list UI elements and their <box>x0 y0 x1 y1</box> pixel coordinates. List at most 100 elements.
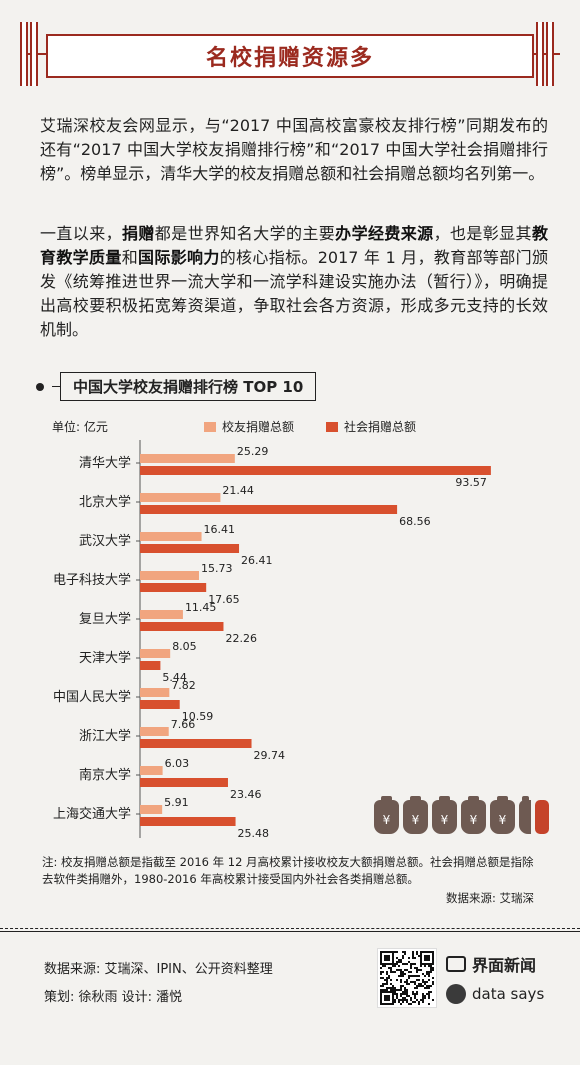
legend-swatch-social <box>326 421 338 432</box>
bar-alumni <box>140 688 170 697</box>
data-label: 26.41 <box>241 554 273 567</box>
data-label: 29.74 <box>254 749 286 762</box>
data-label: 17.65 <box>208 593 240 606</box>
bar-alumni <box>140 532 202 541</box>
header-bars <box>20 22 560 86</box>
money-bag-icon: ¥ <box>461 796 486 834</box>
category-label: 南京大学 <box>79 767 131 783</box>
money-bag-icon: ¥ <box>374 796 399 834</box>
chart-title: 中国大学校友捐赠排行榜 TOP 10 <box>60 372 317 401</box>
bar-alumni <box>140 493 221 502</box>
data-label: 5.91 <box>164 796 189 809</box>
bar-alumni <box>140 649 171 658</box>
bar-alumni <box>140 571 199 580</box>
header-banner: 名校捐赠资源多 <box>20 22 560 86</box>
intro-emphasis: 捐赠 <box>122 224 155 243</box>
bar-social <box>140 505 398 514</box>
bar-alumni <box>140 610 183 619</box>
legend-label-social: 社会捐赠总额 <box>344 420 417 434</box>
bar-social <box>140 622 224 631</box>
unit-label: 单位: 亿元 <box>52 420 108 434</box>
header-bar <box>30 22 38 86</box>
data-label: 10.59 <box>182 710 214 723</box>
data-label: 68.56 <box>399 515 431 528</box>
intro-emphasis: 办学经费来源 <box>335 224 434 243</box>
money-bags-decoration: ¥ ¥ ¥ ¥ ¥ <box>374 796 549 834</box>
intro-text: 的核心指标。2017 年 1 月，教育部等部门颁发《统筹推进世界一流大学和一流学… <box>40 248 548 339</box>
data-label: 5.44 <box>162 671 187 684</box>
data-label: 8.05 <box>172 640 197 653</box>
data-label: 7.82 <box>171 679 196 692</box>
data-label: 16.41 <box>204 523 236 536</box>
intro-emphasis: 国际影响力 <box>138 248 220 267</box>
intro-paragraph-1: 艾瑞深校友会网显示，与“2017 中国高校富豪校友排行榜”同期发布的还有“201… <box>40 116 548 183</box>
intro-text: ，也是彰显其 <box>433 224 532 243</box>
category-label: 上海交通大学 <box>53 806 131 822</box>
qr-code-icon <box>377 948 437 1008</box>
data-label: 6.03 <box>165 757 190 770</box>
category-label: 北京大学 <box>79 494 131 510</box>
intro-text: 都是世界知名大学的主要 <box>154 224 336 243</box>
bar-social <box>140 544 240 553</box>
chart-header: 中国大学校友捐赠排行榜 TOP 10 <box>36 372 317 401</box>
chart-source: 数据来源: 艾瑞深 <box>445 891 534 905</box>
category-label: 天津大学 <box>79 650 131 666</box>
header-bar <box>536 22 544 86</box>
data-label: 25.29 <box>237 445 269 458</box>
header-bar <box>546 22 554 86</box>
header-bar <box>20 22 28 86</box>
money-bag-icon: ¥ <box>490 796 515 834</box>
money-bag-partial-icon <box>519 796 531 834</box>
bar-social <box>140 466 491 475</box>
bar-alumni <box>140 727 169 736</box>
data-label: 15.73 <box>201 562 233 575</box>
data-label: 25.48 <box>238 827 269 840</box>
legend-label-alumni: 校友捐赠总额 <box>222 420 295 434</box>
legend-item-alumni: 校友捐赠总额 <box>204 418 294 435</box>
money-bag-icon: ¥ <box>403 796 428 834</box>
legend-swatch-alumni <box>204 421 216 432</box>
intro-text: 和 <box>121 248 139 267</box>
bullet-line <box>52 386 60 387</box>
legend-item-social: 社会捐赠总额 <box>326 418 416 435</box>
brand-jiemian: 界面新闻 <box>446 952 536 976</box>
bar-alumni <box>140 805 163 814</box>
data-label: 22.26 <box>225 632 257 645</box>
page-title: 名校捐赠资源多 <box>46 34 534 78</box>
brand-jiemian-label: 界面新闻 <box>472 956 537 975</box>
data-label: 23.46 <box>230 788 262 801</box>
footer-source: 数据来源: 艾瑞深、IPIN、公开资料整理 <box>44 962 273 977</box>
bullet-icon <box>36 382 44 391</box>
bar-social <box>140 778 228 787</box>
money-bag-icon: ¥ <box>432 796 457 834</box>
category-label: 复旦大学 <box>79 611 131 627</box>
bar-social <box>140 583 207 592</box>
footer-rule <box>0 931 580 932</box>
datasays-logo-icon <box>446 984 466 1004</box>
category-label: 电子科技大学 <box>53 572 131 588</box>
intro-paragraph-2: 一直以来，捐赠都是世界知名大学的主要办学经费来源，也是彰显其教育教学质量和国际影… <box>40 222 548 342</box>
footer-credit: 策划: 徐秋雨 设计: 潘悦 <box>44 990 183 1005</box>
data-label: 21.44 <box>222 484 254 497</box>
accent-block <box>535 800 549 834</box>
intro-text: 一直以来， <box>40 224 122 243</box>
category-label: 清华大学 <box>79 455 131 471</box>
bar-social <box>140 817 236 826</box>
bar-alumni <box>140 766 163 775</box>
chart-note: 注: 校友捐赠总额是指截至 2016 年 12 月高校累计接收校友大额捐赠总额。… <box>42 855 534 886</box>
category-label: 中国人民大学 <box>53 689 131 705</box>
category-label: 浙江大学 <box>79 728 131 744</box>
bar-social <box>140 700 180 709</box>
data-label: 93.57 <box>455 476 487 489</box>
data-label: 11.45 <box>185 601 217 614</box>
intro-emphasis: 教育教学质量 <box>40 224 548 267</box>
brand-datasays: data says <box>446 984 544 1004</box>
data-label: 7.66 <box>171 718 196 731</box>
bar-chart: 清华大学 25.29 93.57 北京大学 21.44 68.56 武汉大学 16.41 26.… <box>53 440 491 840</box>
brand-datasays-label: data says <box>472 985 545 1003</box>
bar-alumni <box>140 454 235 463</box>
category-label: 武汉大学 <box>79 533 131 549</box>
footer-dashed-rule <box>0 928 580 929</box>
jiemian-logo-icon <box>446 956 466 972</box>
bar-social <box>140 739 252 748</box>
